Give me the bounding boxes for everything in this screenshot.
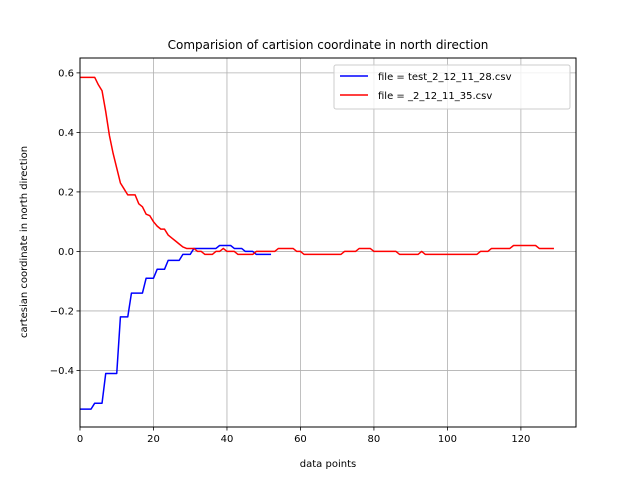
legend-box — [333, 64, 571, 110]
x-tick-label: 20 — [147, 434, 160, 445]
y-tick-label: −0.4 — [50, 366, 74, 377]
x-axis-ticks: 0 20 40 60 80 100 120 — [77, 427, 530, 445]
plot-frame — [79, 57, 577, 428]
chart-title: Comparision of cartision coordinate in n… — [168, 38, 489, 52]
grid-lines — [79, 58, 576, 427]
series-line-2 — [80, 76, 554, 256]
series-line-1 — [80, 244, 272, 410]
y-tick-label: 0.4 — [58, 128, 74, 139]
y-tick-label: 0.0 — [58, 247, 74, 258]
x-tick-label: 0 — [77, 434, 83, 445]
y-tick-label: 0.6 — [58, 68, 74, 79]
legend-label-2: file = _2_12_11_35.csv — [378, 91, 492, 102]
x-tick-label: 120 — [511, 434, 530, 445]
series-group — [80, 76, 554, 410]
legend-label-1: file = test_2_12_11_28.csv — [378, 72, 512, 83]
x-tick-label: 100 — [438, 434, 457, 445]
y-tick-label: 0.2 — [58, 187, 74, 198]
y-axis-label: cartesian coordinate in north direction — [19, 146, 30, 338]
y-axis-ticks: −0.4 −0.2 0.0 0.2 0.4 0.6 — [50, 68, 80, 377]
x-axis-label: data points — [300, 459, 356, 470]
x-tick-label: 80 — [368, 434, 381, 445]
y-tick-label: −0.2 — [50, 306, 74, 317]
x-tick-label: 40 — [221, 434, 234, 445]
x-tick-label: 60 — [294, 434, 307, 445]
